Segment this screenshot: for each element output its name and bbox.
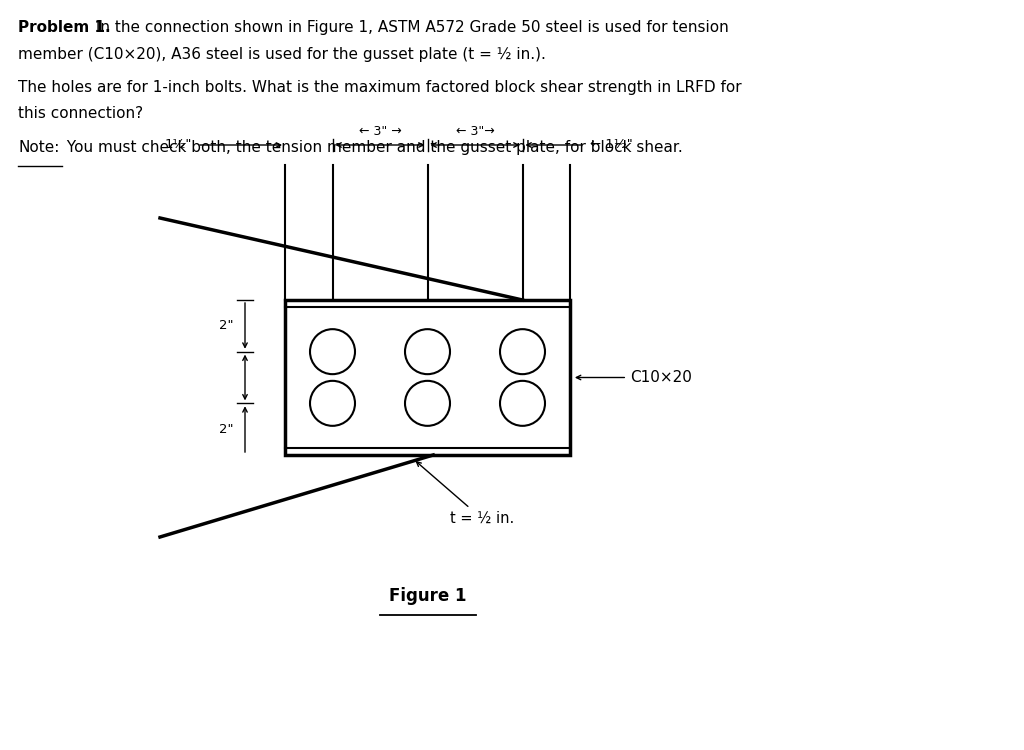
Text: ← 3" →: ← 3" → <box>358 125 401 138</box>
Ellipse shape <box>406 381 450 426</box>
Text: ← 1¹⁄₂": ← 1¹⁄₂" <box>590 139 632 152</box>
Text: 1¹⁄₂": 1¹⁄₂" <box>165 139 193 152</box>
Text: In the connection shown in Figure 1, ASTM A572 Grade 50 steel is used for tensio: In the connection shown in Figure 1, AST… <box>91 20 729 35</box>
Text: 2": 2" <box>218 423 233 436</box>
Text: Note:: Note: <box>18 140 59 155</box>
Text: t = ½ in.: t = ½ in. <box>417 462 514 526</box>
Ellipse shape <box>310 329 355 374</box>
Text: 2": 2" <box>218 320 233 332</box>
Ellipse shape <box>310 381 355 426</box>
Text: member (C10×20), A36 steel is used for the gusset plate (t = ½ in.).: member (C10×20), A36 steel is used for t… <box>18 46 546 62</box>
Ellipse shape <box>406 329 450 374</box>
Text: You must check both, the tension member and the gusset plate, for block shear.: You must check both, the tension member … <box>62 140 683 155</box>
Text: Figure 1: Figure 1 <box>389 587 466 605</box>
Text: ← 3"→: ← 3"→ <box>456 125 495 138</box>
Text: Problem 1.: Problem 1. <box>18 20 111 35</box>
Text: this connection?: this connection? <box>18 106 143 122</box>
Ellipse shape <box>500 329 545 374</box>
Bar <box>285 300 570 455</box>
Text: C10×20: C10×20 <box>577 370 692 385</box>
Text: The holes are for 1-inch bolts. What is the maximum factored block shear strengt: The holes are for 1-inch bolts. What is … <box>18 80 741 95</box>
Ellipse shape <box>500 381 545 426</box>
